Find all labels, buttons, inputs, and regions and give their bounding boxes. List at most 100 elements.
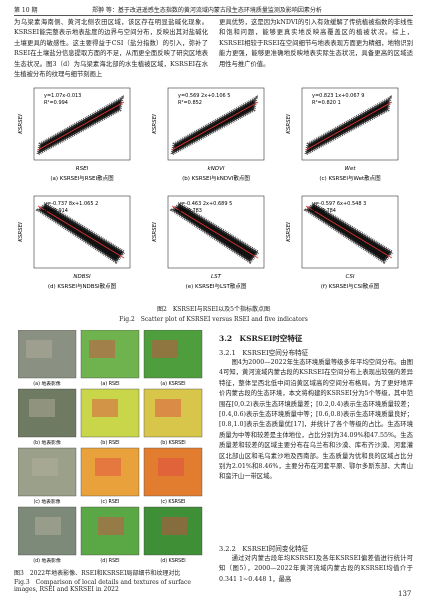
scatter-cloud xyxy=(303,202,395,265)
scatter-cloud xyxy=(35,202,127,265)
caption-en: Fig.2 Scatter plot of KSRSEI versus RSEI… xyxy=(119,316,308,323)
scatter-cloud xyxy=(303,95,392,157)
tile-label: (c) RSEI xyxy=(101,499,120,505)
image-tile xyxy=(80,447,140,497)
equation: y=1.07x-0.013 xyxy=(44,93,81,99)
paragraph: 图4为2000—2022年生态环境质量等级多年平均空间分布。由图4可知，黄河流域… xyxy=(219,359,413,481)
tile-label: (b) 地表影像 xyxy=(33,439,61,446)
panel-caption: (b) KSRSEI与kNDVI散点图 xyxy=(182,174,250,182)
image-tile xyxy=(143,506,203,556)
heading: 3.2 KSRSEI时空特征 xyxy=(219,334,303,343)
subheading: 3.2.2 KSRSEI时间变化特征 xyxy=(219,545,309,553)
equation: y=-0.737 8x+1.065 2 xyxy=(44,201,98,207)
scatter-cloud xyxy=(169,202,261,265)
scatter-cloud xyxy=(169,95,258,157)
equation: y=0.569 2x+0.106 5 xyxy=(178,93,230,99)
x-axis-label: LST xyxy=(211,274,222,280)
subheading: 3.2.1 KSRSEI空间分布特征 xyxy=(219,349,309,357)
tile-label: (b) KSRSEI xyxy=(160,440,185,446)
image-detail xyxy=(92,399,118,417)
figure-3: (a) 地表影像 (a) RSEI (a) KSRSEI (b) 地表影像 (b) RS… xyxy=(18,330,203,564)
panel-caption: (c) KSRSEI与Wet散点图 xyxy=(319,174,381,182)
x-axis-label: CSI xyxy=(345,274,354,280)
x-axis-label: Wet xyxy=(345,166,357,172)
image-tile xyxy=(18,506,77,556)
image-tile xyxy=(18,447,77,497)
image-detail xyxy=(152,340,178,358)
fit-line xyxy=(305,205,393,259)
r-squared: R²=0.783 xyxy=(178,208,202,214)
plot-frame xyxy=(301,87,399,161)
tile-label: (b) RSEI xyxy=(100,440,119,446)
fit-line xyxy=(171,205,259,259)
r-squared: R²=0.852 xyxy=(178,100,202,106)
tile-label: (a) RSEI xyxy=(100,381,119,387)
tile-label: (d) RSEI xyxy=(100,558,119,564)
image-detail xyxy=(98,517,124,535)
y-axis-label: KSRSEI xyxy=(152,114,158,134)
paragraph: 为乌梁素海南侧、黄河北侧农田区域，该区存在明显盐碱化现象。KSRSEI能完整表示… xyxy=(14,19,208,79)
y-axis-label: KSRSEI xyxy=(18,222,24,242)
fit-line xyxy=(37,205,125,259)
r-squared: R²=0.784 xyxy=(312,208,336,214)
tile-label: (a) 地表影像 xyxy=(33,380,61,387)
plot-frame xyxy=(33,87,131,161)
tile-label: (c) 地表影像 xyxy=(33,498,60,505)
r-squared: R²=0.820 1 xyxy=(312,100,341,106)
image-tile xyxy=(18,330,77,379)
running-title: 郑翀 等：基于改进遥感生态指数的黄河流域内蒙古段生态环境质量监测及影响因素分析 xyxy=(92,7,322,14)
r-squared: R²=0.994 xyxy=(44,100,68,106)
equation: y=-0.463 2x+0.689 5 xyxy=(178,201,232,207)
x-axis-label: kNDVI xyxy=(208,166,225,172)
image-tile xyxy=(80,388,140,438)
paragraph: 更具优势，这是因为kNDVI的引入有效缓解了传统植被指数的非线性和饱和问题，能够… xyxy=(219,19,413,68)
panel-caption: (f) KSRSEI与CSI散点图 xyxy=(321,282,380,290)
r-squared: R²=0.914 xyxy=(44,208,68,214)
plot-frame xyxy=(167,87,265,161)
image-detail xyxy=(95,458,121,476)
tile-label: (d) 地表影像 xyxy=(33,557,61,564)
plot-frame xyxy=(33,195,131,269)
image-tile xyxy=(143,330,203,379)
image-detail xyxy=(155,399,181,417)
equation: y=-0.597 6x+0.548 3 xyxy=(312,201,366,207)
paragraph: 通过对内蒙古段年均KSRSEI及各年KSRSEI偏差值进行统计可知（图5），20… xyxy=(219,555,413,583)
image-tile xyxy=(80,330,140,379)
issue: 第 10 期 xyxy=(14,7,38,14)
caption: 图2 KSRSEI与RSEI以及5个指标散点图 xyxy=(157,306,270,313)
tile-label: (a) KSRSEI xyxy=(160,381,185,387)
scatter-cloud xyxy=(35,95,124,157)
fit-line xyxy=(305,101,393,151)
x-axis-label: RSEI xyxy=(76,166,89,172)
rule xyxy=(14,15,413,16)
image-detail xyxy=(158,458,184,476)
y-axis-label: KSRSEI xyxy=(286,114,292,134)
tile-label: (c) KSRSEI xyxy=(161,499,186,505)
fit-line xyxy=(171,101,259,151)
page-number: 137 xyxy=(398,590,412,598)
y-axis-label: KSRSEI xyxy=(152,222,158,242)
image-detail xyxy=(26,340,52,358)
image-detail xyxy=(89,340,115,358)
image-detail xyxy=(29,399,55,417)
plot-frame xyxy=(167,195,265,269)
panel-caption: (a) KSRSEI与RSEI散点图 xyxy=(50,174,114,182)
caption-en: Fig.3 Comparison of local details and te… xyxy=(14,579,191,593)
image-detail xyxy=(32,458,58,476)
fit-line xyxy=(37,101,125,151)
tile-label: (d) KSRSEI xyxy=(160,558,185,564)
image-detail xyxy=(161,517,187,535)
equation: y=0.823 1x+0.067 9 xyxy=(312,93,364,99)
panel-caption: (d) KSRSEI与NDBSI散点图 xyxy=(48,282,117,290)
panel-caption: (e) KSRSEI与LST散点图 xyxy=(186,282,247,290)
y-axis-label: KSRSEI xyxy=(18,114,24,134)
x-axis-label: NDBSI xyxy=(73,274,91,280)
y-axis-label: KSRSEI xyxy=(286,222,292,242)
image-tile xyxy=(143,388,203,438)
image-tile xyxy=(143,447,203,497)
image-detail xyxy=(35,517,61,535)
plot-frame xyxy=(301,195,399,269)
caption: 图3 2022年地表影像、RSEI和KSRSEI局部细节和纹理对比 xyxy=(14,570,181,577)
